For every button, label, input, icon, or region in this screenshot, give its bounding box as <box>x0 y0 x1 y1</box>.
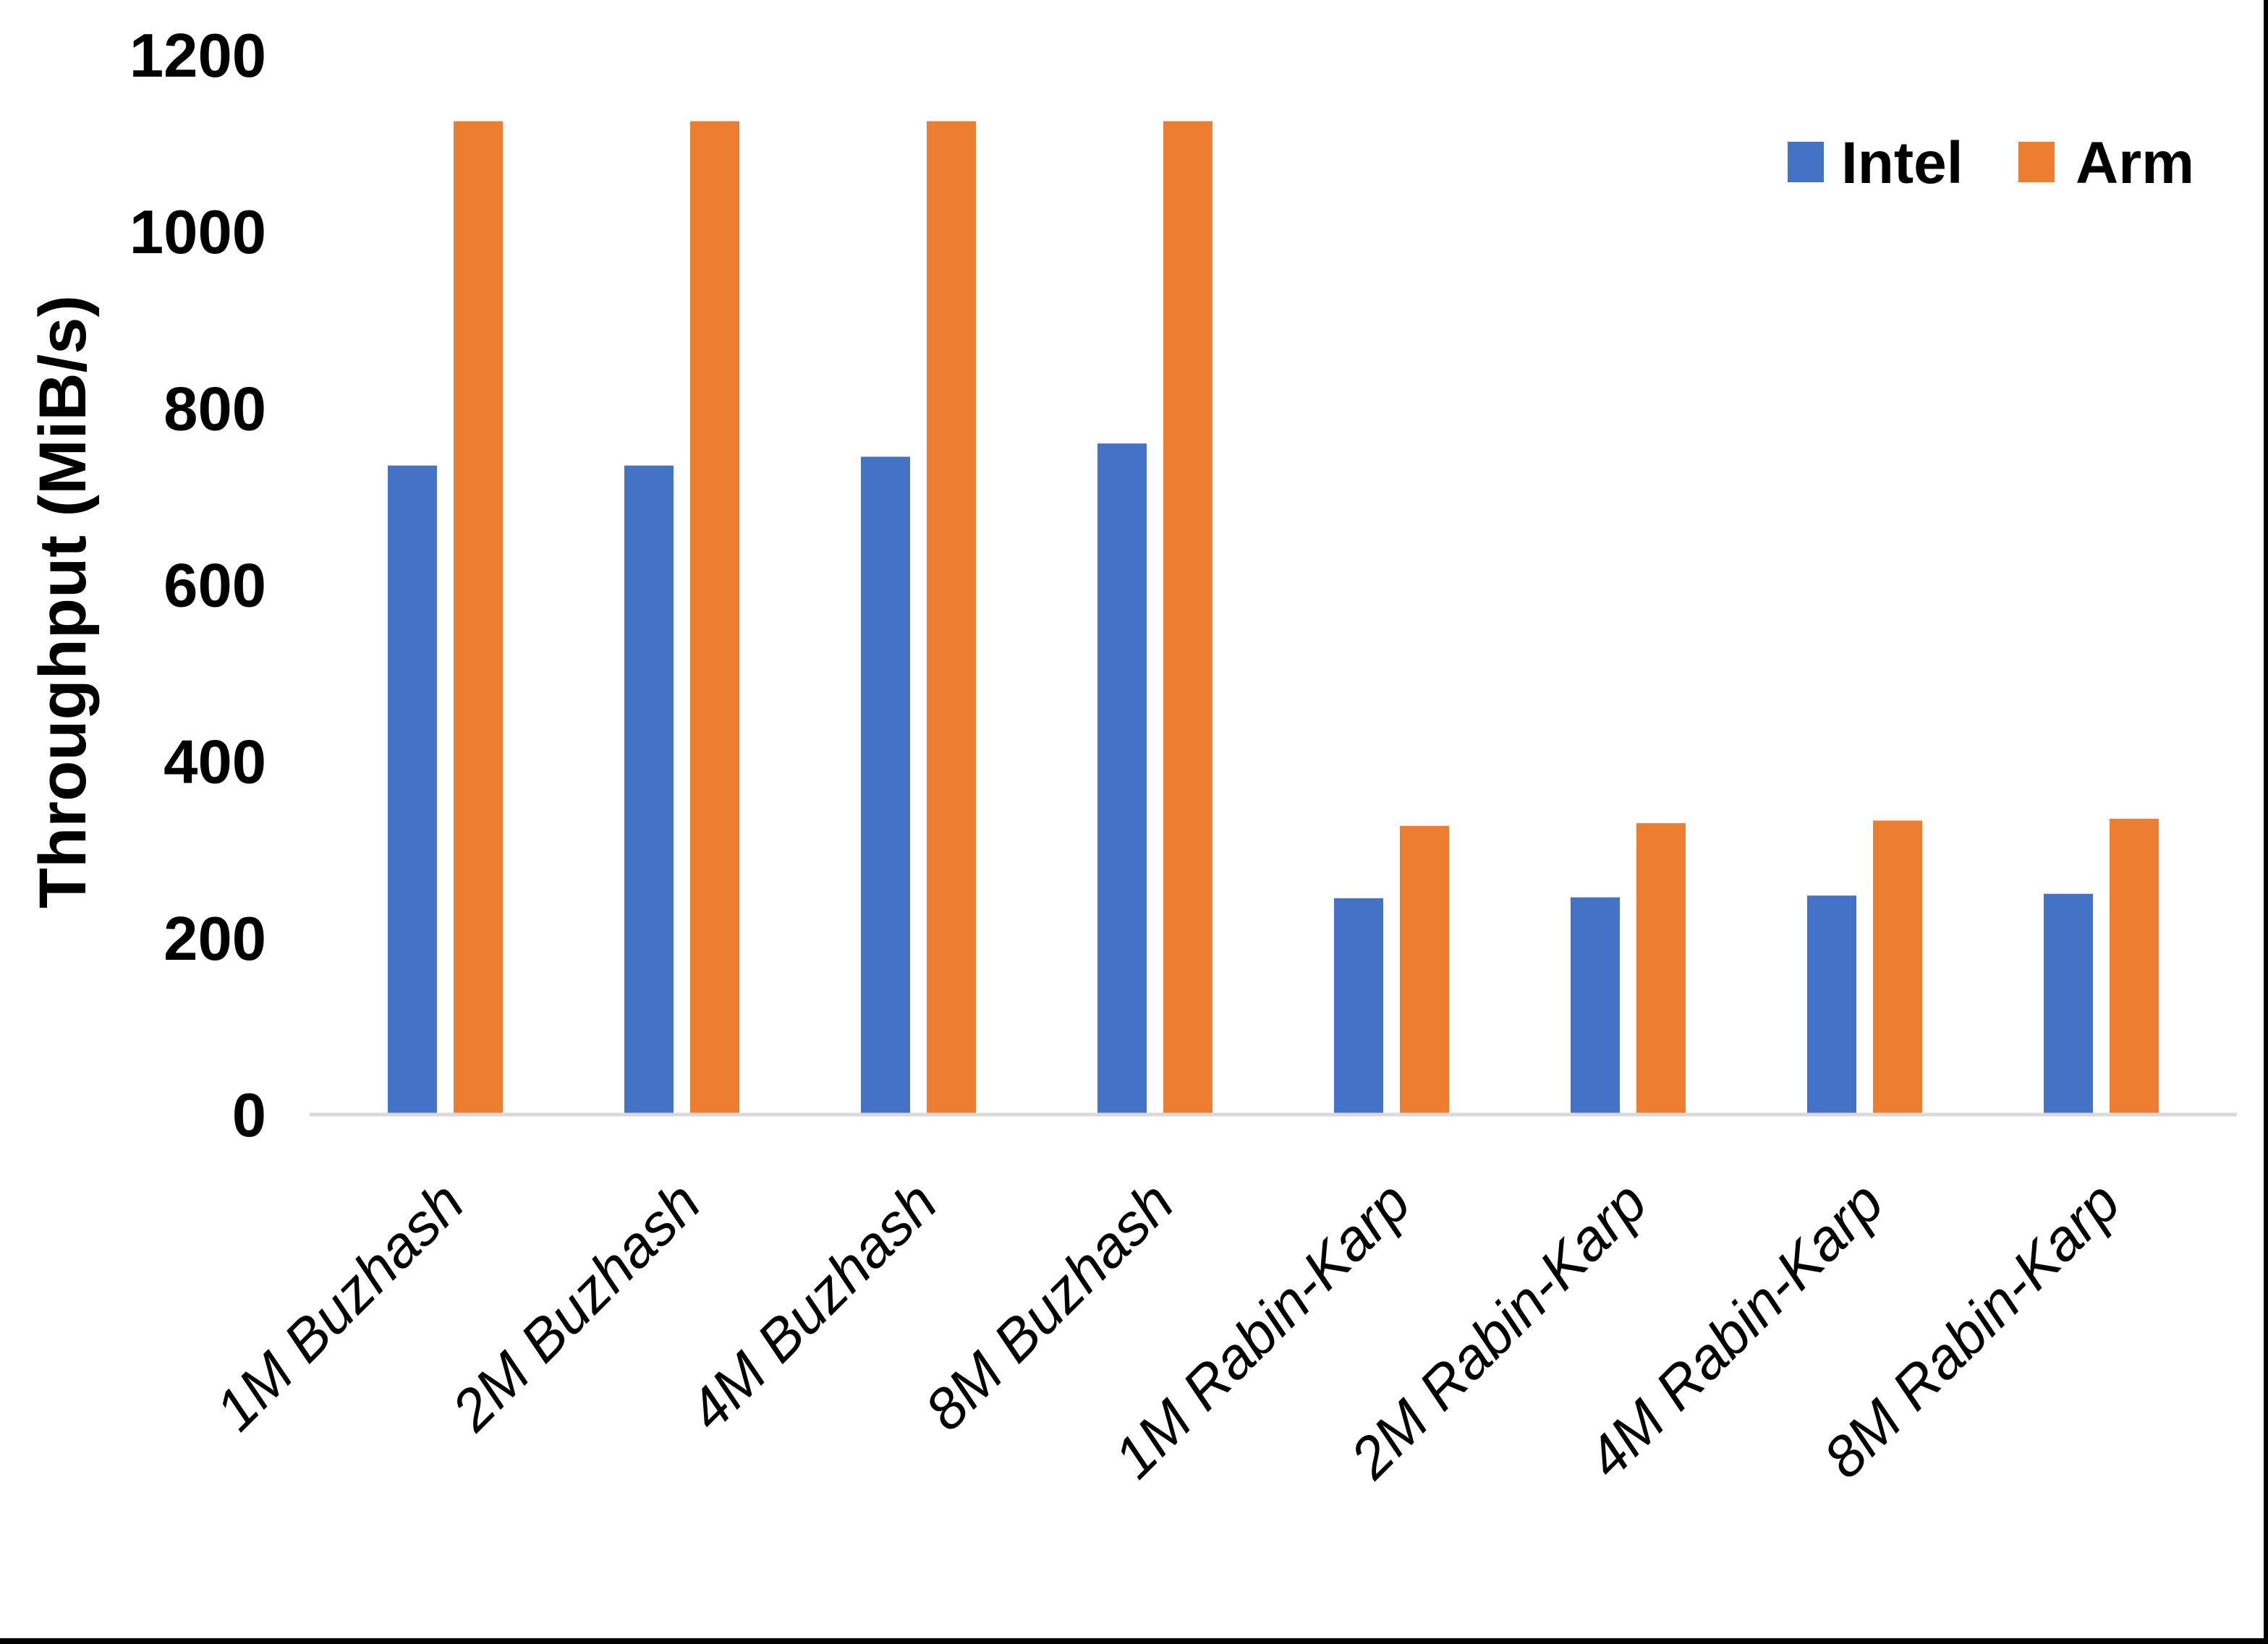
screen-edge-bottom <box>0 1638 2268 1644</box>
legend-label-intel: Intel <box>1841 130 1963 196</box>
bar-arm-4m-rabin-karp <box>1873 820 1922 1115</box>
y-axis-title: Throughput (MiB/s) <box>26 295 100 908</box>
y-tick-label-1000: 1000 <box>129 198 266 267</box>
bar-arm-2m-rabin-karp <box>1636 823 1686 1115</box>
legend-item-intel: Intel <box>1788 130 1963 196</box>
y-tick-label-1200: 1200 <box>129 22 266 90</box>
legend-swatch-arm <box>2018 142 2055 182</box>
y-tick-label-400: 400 <box>163 728 266 797</box>
y-axis-tick-labels: 0 200 400 600 800 1000 1200 <box>129 22 266 1150</box>
bar-arm-2m-buzhash <box>690 121 739 1115</box>
y-tick-label-600: 600 <box>163 552 266 621</box>
legend: Intel Arm <box>1788 130 2194 196</box>
bar-intel-4m-buzhash <box>861 456 910 1115</box>
y-tick-label-0: 0 <box>232 1081 266 1150</box>
bar-intel-8m-rabin-karp <box>2044 893 2093 1115</box>
legend-swatch-intel <box>1788 142 1824 182</box>
bars-layer <box>388 121 2159 1115</box>
y-tick-label-800: 800 <box>163 375 266 443</box>
bar-arm-4m-buzhash <box>927 121 976 1115</box>
bar-arm-1m-buzhash <box>454 121 503 1115</box>
bar-arm-1m-rabin-karp <box>1400 825 1449 1115</box>
legend-item-arm: Arm <box>2018 130 2194 196</box>
bar-arm-8m-buzhash <box>1163 121 1212 1115</box>
screen-edge-right <box>2264 0 2268 1644</box>
bar-intel-1m-rabin-karp <box>1334 898 1383 1115</box>
bar-intel-1m-buzhash <box>388 465 437 1115</box>
bar-arm-8m-rabin-karp <box>2110 819 2159 1115</box>
bar-intel-8m-buzhash <box>1097 443 1147 1115</box>
bar-intel-2m-buzhash <box>624 465 674 1115</box>
legend-label-arm: Arm <box>2076 130 2194 196</box>
bar-intel-2m-rabin-karp <box>1571 897 1620 1115</box>
bar-intel-4m-rabin-karp <box>1807 895 1856 1115</box>
y-tick-label-200: 200 <box>163 905 266 974</box>
